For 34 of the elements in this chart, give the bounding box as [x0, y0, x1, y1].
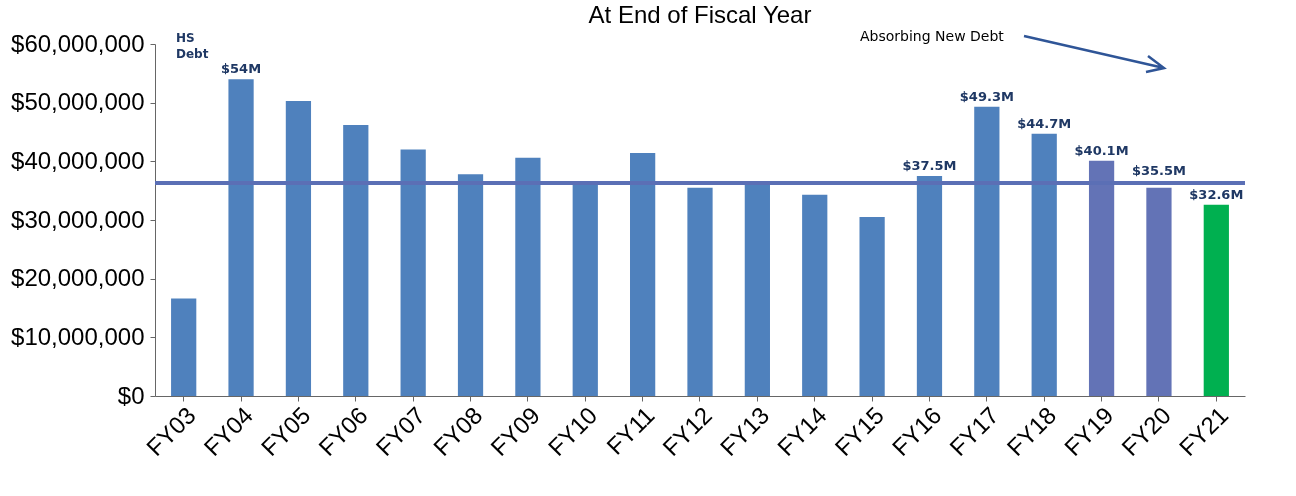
chart-title: At End of Fiscal Year — [588, 1, 812, 28]
data-label: $37.5M — [902, 158, 957, 173]
bar — [572, 183, 598, 396]
bar — [457, 174, 484, 396]
bar — [1203, 204, 1229, 396]
bar — [974, 106, 1000, 396]
bar — [171, 298, 197, 396]
y-tick-label: $30,000,000 — [11, 205, 145, 233]
bar — [1146, 187, 1172, 396]
bar — [630, 153, 656, 396]
text: Absorbing New Debt — [860, 28, 1004, 44]
y-tick-label: $0 — [117, 381, 145, 409]
bar — [228, 79, 254, 396]
bar — [802, 194, 828, 396]
bar — [515, 157, 541, 396]
y-tick-label: $20,000,000 — [11, 264, 145, 292]
bar — [1031, 133, 1057, 396]
data-label: $54M — [221, 61, 262, 77]
bar — [916, 176, 943, 396]
bar — [400, 149, 426, 396]
y-tick-label: $50,000,000 — [11, 88, 145, 116]
bar — [343, 124, 369, 396]
data-label: $40.1M — [1074, 142, 1129, 158]
bar — [687, 187, 713, 396]
data-label: $49.3M — [959, 88, 1014, 104]
y-tick-label: $60,000,000 — [11, 29, 145, 57]
bar — [285, 100, 312, 396]
bar — [859, 217, 885, 396]
annotation: HS Debt — [176, 30, 210, 62]
y-tick-label: $40,000,000 — [11, 146, 145, 174]
y-tick-label: $10,000,000 — [11, 322, 145, 350]
data-label: $32.6M — [1189, 186, 1244, 202]
data-label: $35.5M — [1131, 162, 1186, 178]
data-label: $44.7M — [1017, 115, 1072, 131]
